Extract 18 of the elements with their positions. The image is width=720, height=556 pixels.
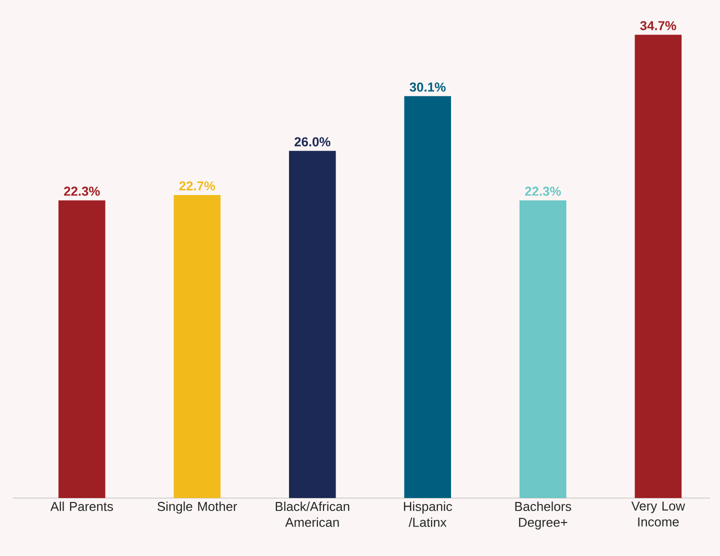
bar [174, 195, 221, 498]
bar [520, 200, 566, 498]
data-label: 26.0% [294, 137, 330, 146]
data-label: 22.7% [179, 181, 216, 191]
bar [634, 34, 682, 498]
x-tick-label: Very Low Income [631, 502, 686, 527]
bar [288, 150, 336, 498]
x-tick-label: Black/African American [276, 502, 350, 528]
x-tick-label: Single Mother [158, 502, 238, 514]
data-label: 34.7% [640, 21, 676, 30]
data-label: 30.1% [410, 82, 446, 92]
data-label: 22.3% [64, 186, 100, 196]
x-tick-label: Bachelors Degree+ [515, 502, 572, 530]
bar [404, 96, 452, 498]
x-tick-label: All Parents [50, 502, 113, 512]
x-tick-label: Hispanic /Latinx [404, 502, 452, 528]
bar [58, 200, 106, 498]
data-label: 22.3% [525, 186, 561, 196]
